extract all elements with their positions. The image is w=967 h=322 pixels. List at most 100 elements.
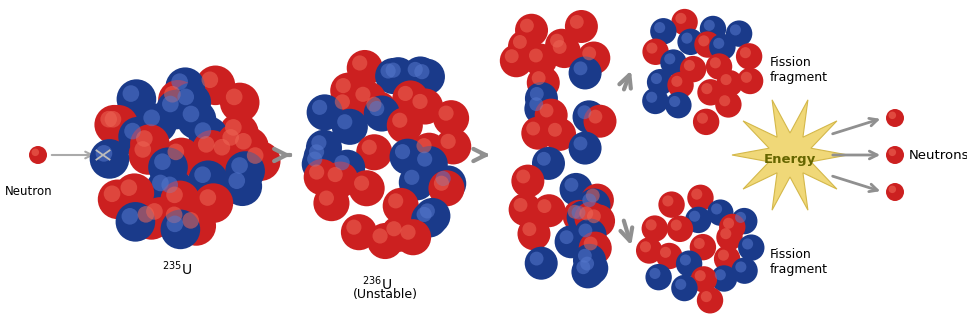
Circle shape	[177, 100, 217, 139]
Circle shape	[409, 59, 445, 95]
Circle shape	[524, 43, 557, 77]
Circle shape	[569, 56, 601, 90]
Text: Neutron: Neutron	[5, 185, 52, 198]
Circle shape	[647, 69, 673, 95]
Circle shape	[671, 76, 683, 87]
Text: Neutrons: Neutrons	[909, 148, 967, 162]
Circle shape	[508, 30, 541, 63]
Circle shape	[714, 246, 741, 272]
Circle shape	[589, 110, 602, 124]
Circle shape	[540, 104, 553, 118]
Circle shape	[650, 18, 677, 44]
Circle shape	[228, 172, 245, 189]
Circle shape	[704, 20, 715, 31]
Circle shape	[121, 179, 137, 196]
Circle shape	[417, 138, 431, 153]
Circle shape	[688, 185, 714, 211]
Circle shape	[577, 188, 610, 222]
Circle shape	[707, 199, 734, 226]
Circle shape	[738, 234, 765, 261]
Circle shape	[513, 35, 527, 49]
Circle shape	[411, 202, 447, 238]
Circle shape	[222, 129, 239, 146]
Circle shape	[335, 94, 350, 109]
Circle shape	[156, 171, 195, 210]
Circle shape	[726, 20, 752, 47]
Circle shape	[393, 113, 407, 128]
Circle shape	[332, 109, 367, 145]
Circle shape	[241, 141, 280, 181]
Circle shape	[354, 175, 369, 191]
Circle shape	[312, 100, 327, 115]
Circle shape	[123, 85, 139, 102]
Circle shape	[161, 176, 178, 193]
Circle shape	[104, 111, 121, 128]
Circle shape	[735, 212, 747, 223]
Circle shape	[742, 238, 753, 250]
Circle shape	[217, 123, 256, 163]
Text: Energy: Energy	[764, 153, 816, 166]
Circle shape	[720, 228, 731, 239]
Circle shape	[328, 167, 342, 182]
Circle shape	[162, 96, 179, 112]
Circle shape	[886, 146, 904, 164]
Circle shape	[193, 183, 233, 223]
Circle shape	[165, 206, 183, 223]
Circle shape	[146, 203, 162, 220]
Circle shape	[199, 189, 217, 206]
Circle shape	[578, 249, 592, 263]
Circle shape	[714, 38, 724, 49]
Circle shape	[577, 105, 592, 119]
Circle shape	[304, 139, 339, 175]
Circle shape	[701, 291, 712, 302]
Circle shape	[671, 275, 697, 301]
Circle shape	[335, 155, 350, 170]
Circle shape	[689, 211, 700, 222]
Circle shape	[176, 206, 216, 246]
Circle shape	[361, 91, 397, 128]
Circle shape	[417, 151, 432, 167]
Polygon shape	[732, 100, 848, 210]
Circle shape	[124, 123, 141, 139]
Circle shape	[198, 136, 215, 153]
Circle shape	[98, 180, 137, 219]
Circle shape	[166, 186, 183, 203]
Circle shape	[214, 139, 230, 156]
Circle shape	[103, 185, 120, 202]
Circle shape	[132, 200, 171, 240]
Circle shape	[650, 268, 660, 279]
Circle shape	[407, 89, 443, 125]
Circle shape	[435, 128, 471, 165]
Circle shape	[116, 202, 155, 242]
Circle shape	[582, 46, 596, 60]
Circle shape	[189, 160, 228, 200]
Circle shape	[640, 241, 651, 252]
Circle shape	[731, 258, 758, 284]
Circle shape	[96, 145, 112, 162]
Circle shape	[134, 141, 151, 158]
Text: $^{235}$U: $^{235}$U	[162, 259, 192, 278]
Circle shape	[148, 147, 188, 187]
Circle shape	[654, 22, 665, 33]
Text: $^{236}$U: $^{236}$U	[362, 274, 392, 293]
Circle shape	[675, 279, 687, 290]
Circle shape	[161, 137, 201, 177]
Circle shape	[512, 165, 544, 198]
Circle shape	[522, 222, 537, 236]
Circle shape	[137, 104, 177, 143]
Circle shape	[372, 228, 388, 243]
Circle shape	[387, 221, 401, 236]
Circle shape	[533, 194, 566, 227]
Circle shape	[388, 193, 403, 208]
Circle shape	[680, 56, 706, 82]
Circle shape	[309, 165, 324, 180]
Circle shape	[521, 117, 554, 150]
Circle shape	[381, 216, 417, 252]
Circle shape	[430, 166, 466, 202]
Circle shape	[574, 202, 607, 234]
Circle shape	[535, 99, 568, 132]
Circle shape	[306, 130, 342, 166]
Circle shape	[577, 42, 610, 74]
Circle shape	[693, 109, 719, 135]
Circle shape	[698, 35, 710, 46]
